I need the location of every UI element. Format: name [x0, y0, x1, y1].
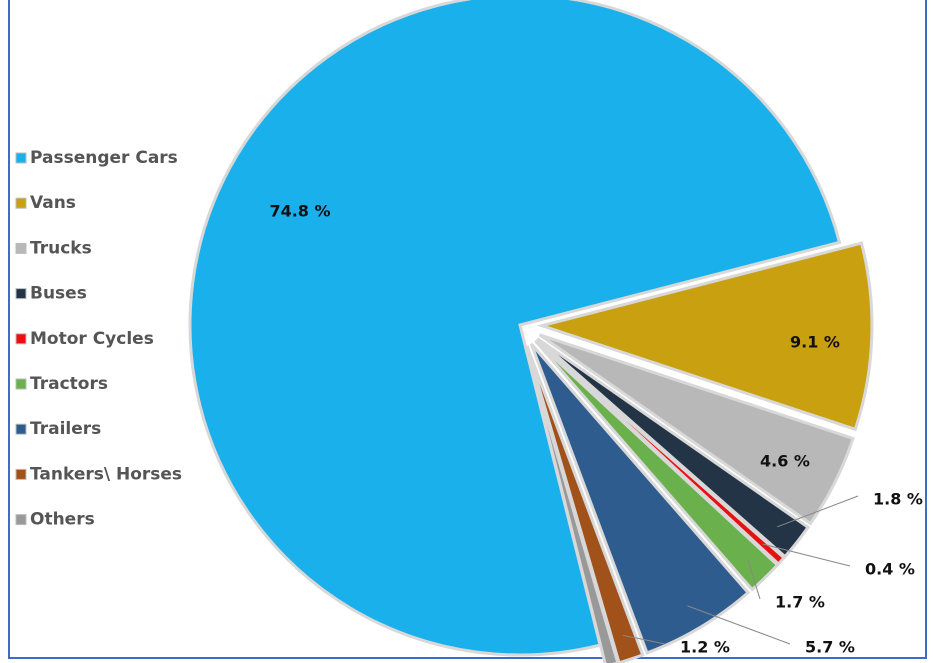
pie-slice [536, 337, 811, 559]
data-label: 9.1 % [790, 333, 840, 352]
leader-line [622, 634, 666, 645]
pie-slice [524, 345, 620, 663]
pie-slice [529, 342, 751, 655]
data-label: 4.6 % [760, 452, 810, 471]
legend-swatch [15, 242, 27, 254]
pie-slice [534, 339, 780, 592]
leader-line [777, 495, 859, 528]
pie-slice [536, 241, 874, 432]
legend-swatch [15, 333, 27, 345]
leader-line [747, 559, 761, 600]
pie: 9.1 %4.6 %1.8 %0.4 %1.7 %5.7 %1.2 %0.6 %… [188, 0, 923, 663]
legend-label: Passenger Cars [30, 148, 178, 168]
data-label: 0.4 % [865, 560, 915, 579]
legend-swatch [15, 514, 27, 526]
legend-swatch [15, 197, 27, 209]
data-label: 5.7 % [805, 638, 855, 657]
legend-swatch [15, 152, 27, 164]
legend-label: Tankers\ Horses [30, 464, 182, 484]
legend-swatch [15, 288, 27, 300]
legend-label: Others [30, 510, 95, 530]
legend-label: Tractors [30, 374, 108, 394]
pie-slice [188, 0, 842, 657]
data-label: 1.2 % [680, 638, 730, 657]
legend-swatch [15, 423, 27, 435]
chart-frame [8, 0, 927, 659]
data-label: 74.8 % [269, 202, 330, 221]
leader-line [687, 605, 791, 645]
data-label: 1.8 % [873, 490, 923, 509]
legend-label: Vans [30, 193, 76, 213]
legend-label: Buses [30, 284, 87, 304]
legend: Passenger Cars Vans Trucks Buses Motor Cycle… [15, 148, 182, 530]
legend-label: Trailers [30, 419, 101, 439]
legend-swatch [15, 378, 27, 390]
data-label: 1.7 % [775, 593, 825, 612]
legend-label: Motor Cycles [30, 329, 154, 349]
legend-label: Trucks [30, 238, 92, 258]
legend-swatch [15, 468, 27, 480]
leader-line [762, 543, 851, 567]
pie-slice [538, 333, 855, 526]
